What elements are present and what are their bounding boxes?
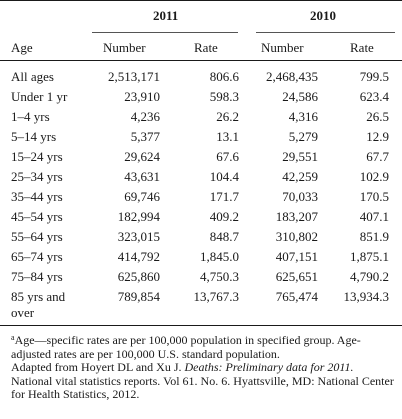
source-note: Adapted from Hoyert DL and Xu J. Deaths:…: [11, 360, 395, 402]
rate-2011-cell: 13.1: [216, 129, 239, 144]
table-row: 35–44 yrs 69,746 171.7 70,033 170.5: [0, 189, 402, 209]
rate-2010-cell: 12.9: [366, 129, 389, 144]
number-2010-cell: 70,033: [282, 189, 318, 204]
footnote: aAge—specific rates are per 100,000 popu…: [11, 331, 395, 361]
rate-2011-cell: 848.7: [209, 229, 239, 244]
number-2011-cell: 625,860: [117, 269, 160, 284]
column-header-number-2010: Number: [261, 40, 304, 55]
age-cell: 15–24 yrs: [11, 149, 63, 164]
rate-2010-cell: 67.7: [366, 149, 389, 164]
number-2010-cell: 183,207: [275, 209, 318, 224]
age-cell: 35–44 yrs: [11, 189, 63, 204]
header-bottom-rule: [0, 60, 402, 61]
number-2010-cell: 765,474: [275, 289, 318, 304]
year-2011-spanner-rule: [92, 32, 238, 33]
age-cell: All ages: [11, 69, 54, 84]
column-header-rate-2010: Rate: [350, 40, 374, 55]
rate-2011-cell: 1,845.0: [200, 249, 239, 264]
table-top-rule: [0, 0, 402, 1]
age-cell: Under 1 yr: [11, 89, 68, 104]
rate-2010-cell: 799.5: [359, 69, 389, 84]
number-2011-cell: 43,631: [124, 169, 160, 184]
number-2010-cell: 24,586: [282, 89, 318, 104]
table-row: 45–54 yrs 182,994 409.2 183,207 407.1: [0, 209, 402, 229]
rate-2011-cell: 4,750.3: [200, 269, 239, 284]
rate-2011-cell: 806.6: [209, 69, 239, 84]
number-2011-cell: 182,994: [117, 209, 160, 224]
rate-2010-cell: 102.9: [359, 169, 389, 184]
source-title: Deaths: Preliminary data for 2011.: [184, 360, 354, 374]
number-2011-cell: 69,746: [124, 189, 160, 204]
number-2010-cell: 407,151: [275, 249, 318, 264]
table-row: 55–64 yrs 323,015 848.7 310,802 851.9: [0, 229, 402, 249]
rate-2011-cell: 409.2: [209, 209, 239, 224]
table-row: 15–24 yrs 29,624 67.6 29,551 67.7: [0, 149, 402, 169]
number-2011-cell: 5,377: [130, 129, 160, 144]
table-row: 65–74 yrs 414,792 1,845.0 407,151 1,875.…: [0, 249, 402, 269]
table-row: 5–14 yrs 5,377 13.1 5,279 12.9: [0, 129, 402, 149]
rate-2010-cell: 26.5: [366, 109, 389, 124]
rate-2011-cell: 171.7: [209, 189, 239, 204]
age-cell: 65–74 yrs: [11, 249, 63, 264]
rate-2011-cell: 13,767.3: [193, 289, 240, 304]
rate-2010-cell: 4,790.2: [350, 269, 389, 284]
rate-2010-cell: 1,875.1: [350, 249, 389, 264]
age-cell: 45–54 yrs: [11, 209, 63, 224]
number-2011-cell: 2,513,171: [108, 69, 160, 84]
footnote-text: Age—specific rates are per 100,000 popul…: [11, 333, 361, 361]
table-row: 25–34 yrs 43,631 104.4 42,259 102.9: [0, 169, 402, 189]
age-cell: 1–4 yrs: [11, 109, 50, 124]
number-2010-cell: 4,316: [288, 109, 318, 124]
rate-2010-cell: 13,934.3: [343, 289, 390, 304]
number-2011-cell: 414,792: [117, 249, 160, 264]
source-prefix: Adapted from Hoyert DL and Xu J.: [11, 360, 185, 374]
rate-2010-cell: 851.9: [359, 229, 389, 244]
column-header-rate-2011: Rate: [194, 40, 218, 55]
number-2011-cell: 23,910: [124, 89, 160, 104]
rate-2010-cell: 623.4: [359, 89, 389, 104]
rate-2010-cell: 407.1: [359, 209, 389, 224]
table-bottom-rule: [0, 325, 402, 326]
year-2010-heading: 2010: [310, 8, 336, 23]
footnote-marker: a: [11, 333, 15, 342]
number-2011-cell: 789,854: [117, 289, 160, 304]
number-2010-cell: 625,651: [275, 269, 318, 284]
number-2010-cell: 2,468,435: [266, 69, 318, 84]
number-2011-cell: 323,015: [117, 229, 160, 244]
number-2010-cell: 310,802: [275, 229, 318, 244]
age-cell: 5–14 yrs: [11, 129, 57, 144]
age-cell: 75–84 yrs: [11, 269, 63, 284]
table-row: 85 yrs and over 789,854 13,767.3 765,474…: [0, 289, 402, 325]
table-row: 75–84 yrs 625,860 4,750.3 625,651 4,790.…: [0, 269, 402, 289]
rate-2011-cell: 26.2: [216, 109, 239, 124]
table-row: 1–4 yrs 4,236 26.2 4,316 26.5: [0, 109, 402, 129]
rate-2011-cell: 104.4: [209, 169, 239, 184]
table-notes: aAge—specific rates are per 100,000 popu…: [11, 331, 395, 402]
number-2011-cell: 29,624: [124, 149, 160, 164]
column-header-number-2011: Number: [103, 40, 146, 55]
source-suffix: National vital statistics reports. Vol 6…: [11, 373, 394, 401]
age-cell: 25–34 yrs: [11, 169, 63, 184]
rate-2011-cell: 67.6: [216, 149, 239, 164]
number-2010-cell: 29,551: [282, 149, 318, 164]
table-row: All ages 2,513,171 806.6 2,468,435 799.5: [0, 69, 402, 89]
number-2010-cell: 5,279: [288, 129, 318, 144]
table-row: Under 1 yr 23,910 598.3 24,586 623.4: [0, 89, 402, 109]
rate-2011-cell: 598.3: [209, 89, 239, 104]
column-header-age: Age: [11, 40, 33, 55]
number-2011-cell: 4,236: [130, 109, 160, 124]
year-2011-heading: 2011: [153, 8, 179, 23]
age-cell: 55–64 yrs: [11, 229, 63, 244]
year-2010-spanner-rule: [256, 32, 395, 33]
age-cell-continuation: over: [11, 305, 35, 320]
number-2010-cell: 42,259: [282, 169, 318, 184]
rate-2010-cell: 170.5: [359, 189, 389, 204]
age-cell: 85 yrs and: [11, 289, 66, 304]
